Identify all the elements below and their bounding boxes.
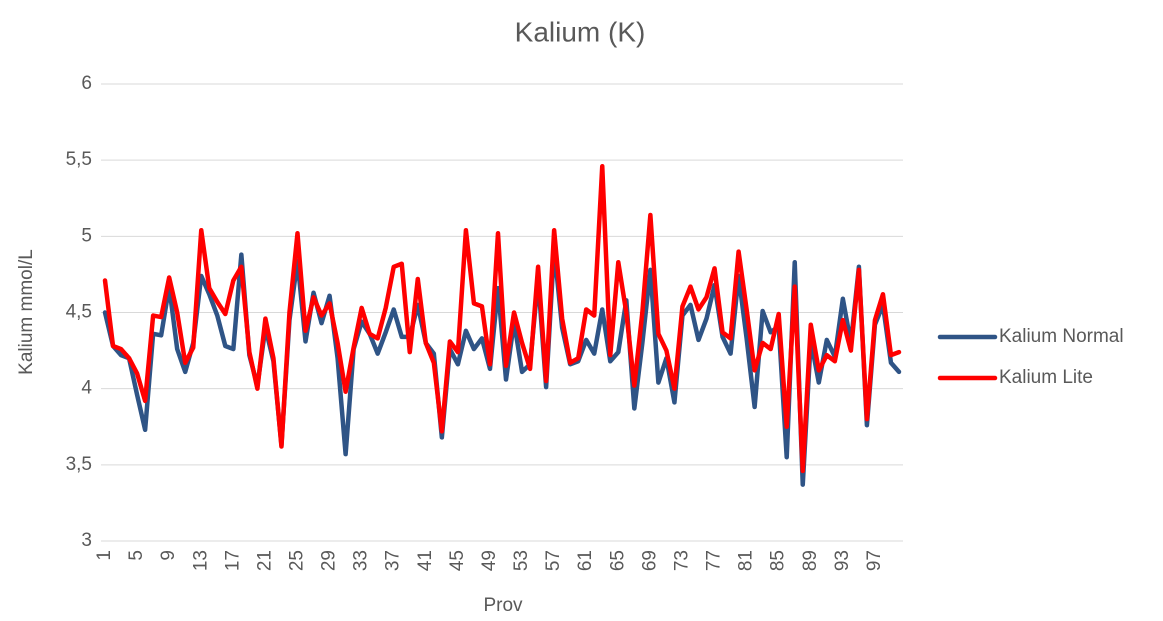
- x-tick-label: 61: [575, 550, 596, 571]
- x-axis-label: Prov: [483, 595, 523, 616]
- x-tick-label: 69: [639, 550, 660, 571]
- line-series: [102, 164, 902, 474]
- x-tick-label: 85: [768, 550, 789, 571]
- x-tick-label: 45: [447, 550, 468, 571]
- y-tick-label: 3,5: [66, 454, 92, 475]
- x-tick-label: 73: [671, 550, 692, 571]
- x-tick-label: 1: [94, 550, 115, 561]
- legend-label: Kalium Normal: [999, 326, 1124, 347]
- y-tick-label: 6: [81, 73, 92, 94]
- y-tick-label: 4,5: [66, 302, 92, 323]
- legend-label: Kalium Lite: [999, 367, 1093, 388]
- x-tick-label: 57: [543, 550, 564, 571]
- x-tick-label: 89: [800, 550, 821, 571]
- x-tick-label: 49: [479, 550, 500, 571]
- x-tick-label: 29: [319, 550, 340, 571]
- chart-title: Kalium (K): [515, 16, 646, 47]
- y-tick-label: 4: [81, 378, 92, 399]
- x-tick-label: 13: [190, 550, 211, 571]
- x-tick-label: 93: [832, 550, 853, 571]
- y-tick-label: 5: [81, 225, 92, 246]
- x-tick-label: 97: [864, 550, 885, 571]
- x-tick-label: 41: [415, 550, 436, 571]
- x-tick-label: 9: [158, 550, 179, 561]
- x-tick-label: 25: [287, 550, 308, 571]
- x-tick-label: 77: [704, 550, 725, 571]
- x-tick-label: 65: [607, 550, 628, 571]
- x-tick-label: 17: [222, 550, 243, 571]
- y-tick-label: 5,5: [66, 149, 92, 170]
- y-tick-label: 3: [81, 530, 92, 551]
- x-tick-label: 81: [736, 550, 757, 571]
- x-tick-label: 21: [254, 550, 275, 571]
- x-tick-label: 37: [383, 550, 404, 571]
- x-tick-label: 53: [511, 550, 532, 571]
- x-tick-label: 33: [351, 550, 372, 571]
- y-axis-label: Kalium mmol/L: [16, 249, 37, 375]
- x-tick-label: 5: [126, 550, 147, 561]
